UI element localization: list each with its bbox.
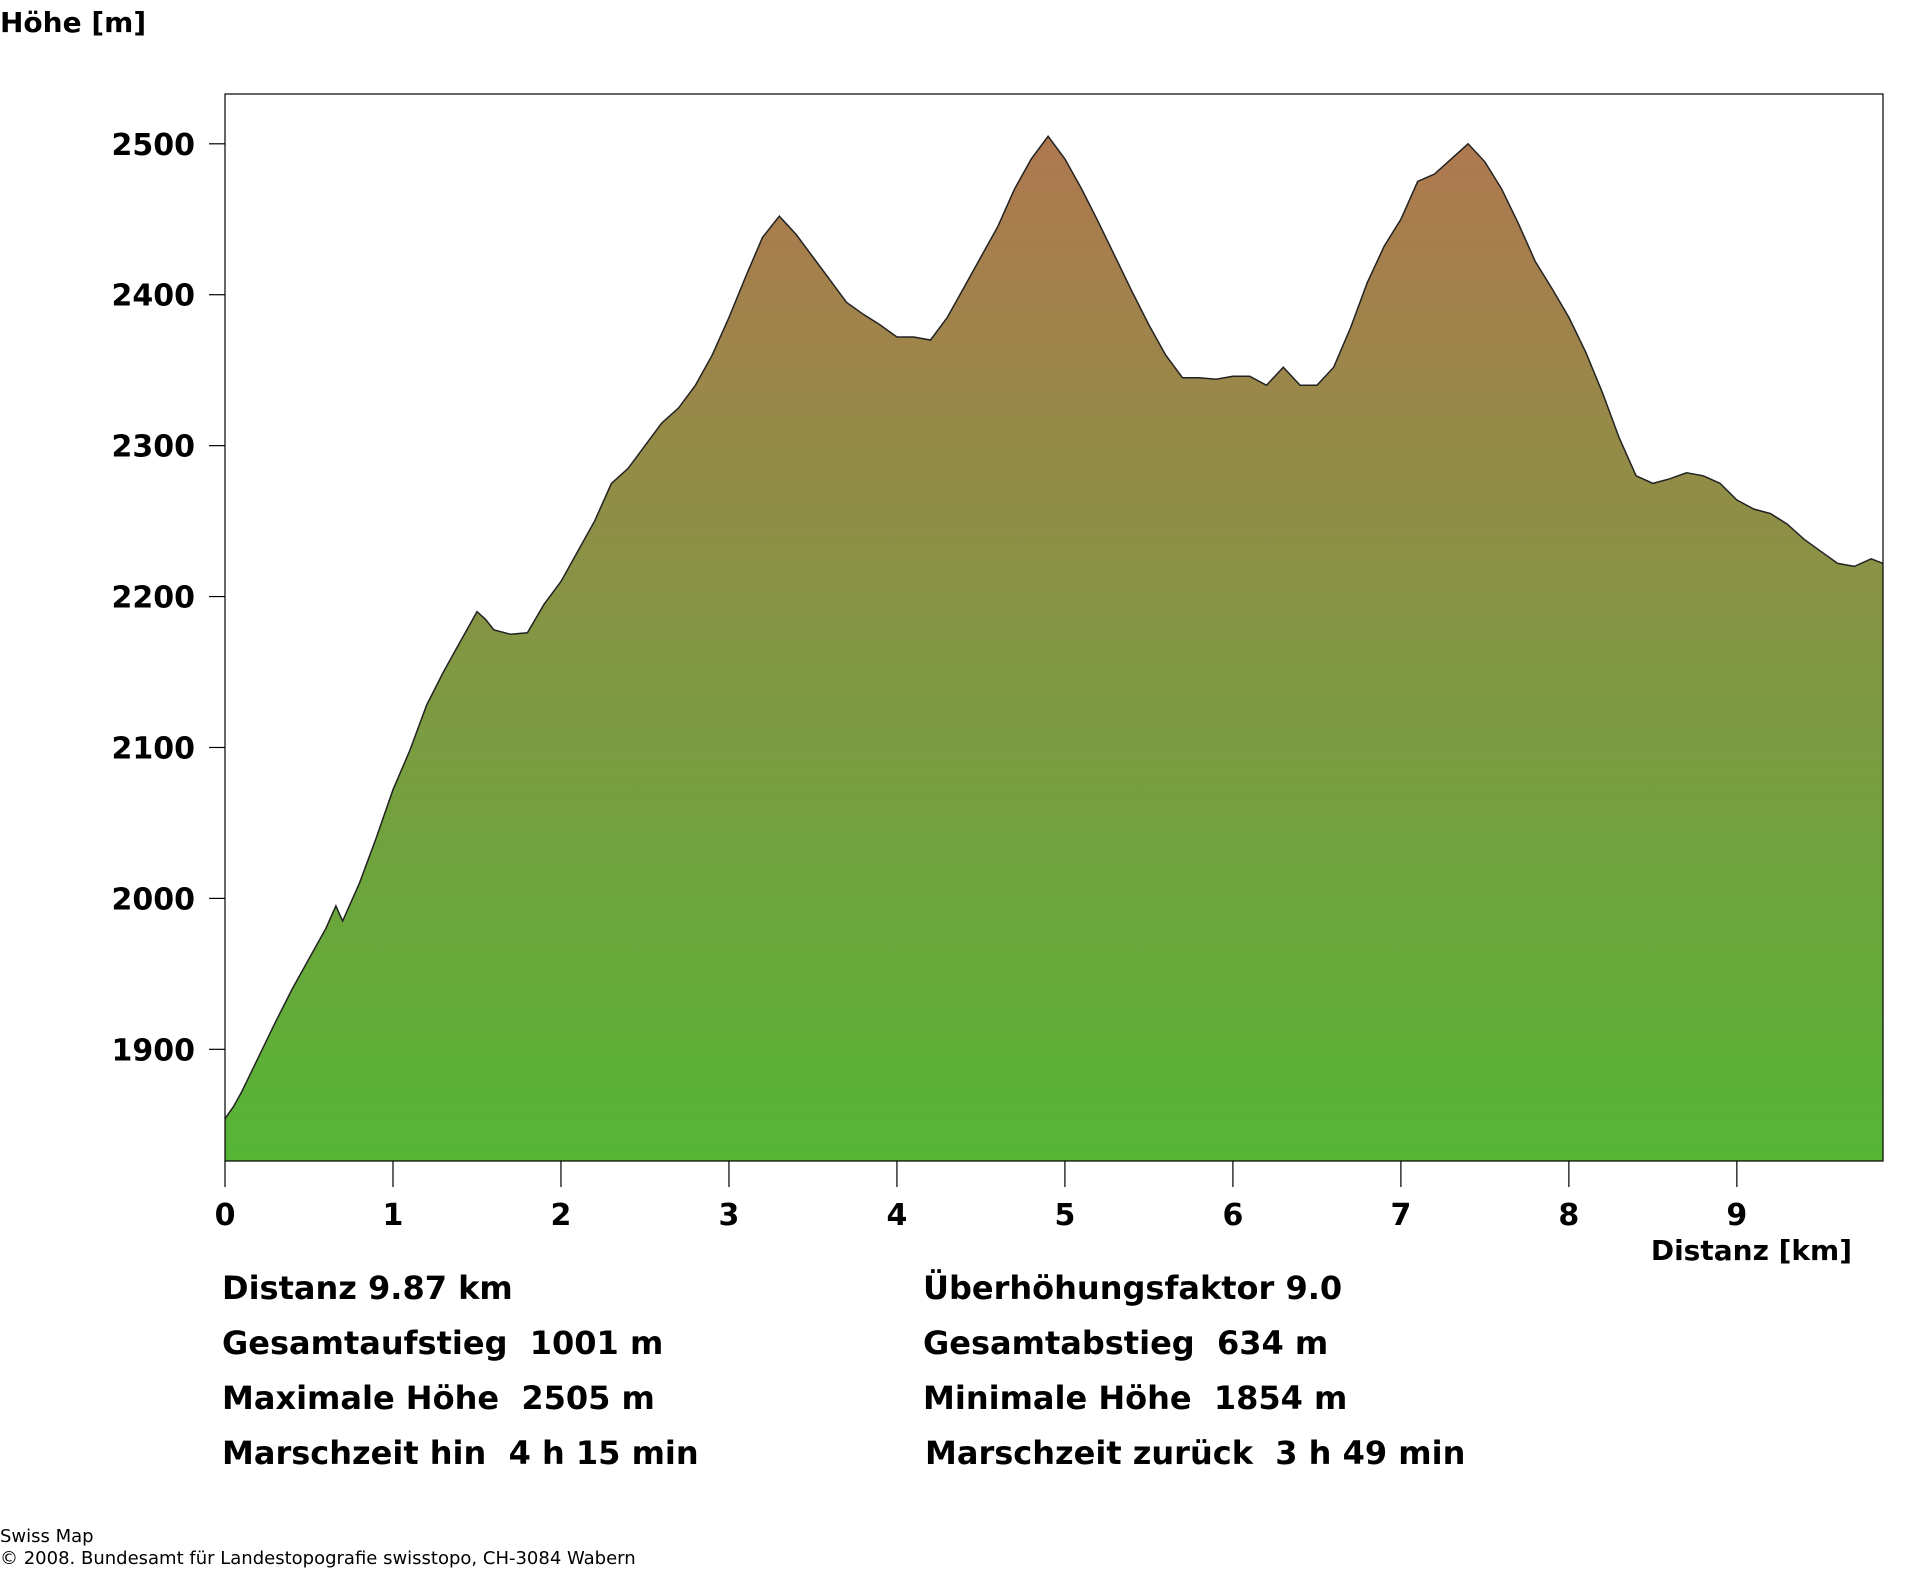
stat-exaggeration: Überhöhungsfaktor 9.0 (923, 1269, 1343, 1307)
x-tick-label-1: 1 (383, 1198, 404, 1233)
stat-descent: Gesamtabstieg 634 m (923, 1324, 1329, 1362)
stat-time-back: Marschzeit zurück 3 h 49 min (925, 1434, 1466, 1472)
footer-copyright: © 2008. Bundesamt für Landestopografie s… (0, 1548, 636, 1569)
elevation-area (225, 136, 1883, 1161)
y-tick-label-2000: 2000 (112, 882, 196, 917)
y-tick-label-1900: 1900 (112, 1033, 196, 1068)
plot-frame (224, 93, 1884, 1162)
elevation-line (224, 135, 1884, 1120)
footer-source: Swiss Map (0, 1526, 94, 1547)
y-tick-label-2300: 2300 (112, 430, 196, 465)
x-tick-label-4: 4 (886, 1198, 907, 1233)
y-tick-label-2500: 2500 (112, 128, 196, 163)
stat-time-out: Marschzeit hin 4 h 15 min (222, 1434, 699, 1472)
stat-ascent: Gesamtaufstieg 1001 m (222, 1324, 664, 1362)
stat-min-elevation: Minimale Höhe 1854 m (923, 1379, 1348, 1417)
y-axis-title: Höhe [m] (0, 6, 146, 39)
y-tick-label-2400: 2400 (112, 279, 196, 314)
x-tick-label-2: 2 (551, 1198, 572, 1233)
y-axis: 1900 2000 2100 2200 2300 2400 2500 (112, 128, 225, 1068)
x-tick-label-0: 0 (215, 1198, 236, 1233)
y-tick-label-2100: 2100 (112, 731, 196, 766)
x-tick-label-8: 8 (1558, 1198, 1579, 1233)
x-tick-label-3: 3 (719, 1198, 740, 1233)
x-tick-label-7: 7 (1390, 1198, 1411, 1233)
x-axis: 0 1 2 3 4 5 6 7 8 9 (215, 1161, 1747, 1233)
x-axis-title: Distanz [km] (1651, 1234, 1852, 1267)
x-tick-label-9: 9 (1726, 1198, 1747, 1233)
x-tick-label-5: 5 (1054, 1198, 1075, 1233)
y-tick-label-2200: 2200 (112, 581, 196, 616)
stat-distance: Distanz 9.87 km (222, 1269, 513, 1307)
x-tick-label-6: 6 (1222, 1198, 1243, 1233)
stat-max-elevation: Maximale Höhe 2505 m (222, 1379, 655, 1417)
